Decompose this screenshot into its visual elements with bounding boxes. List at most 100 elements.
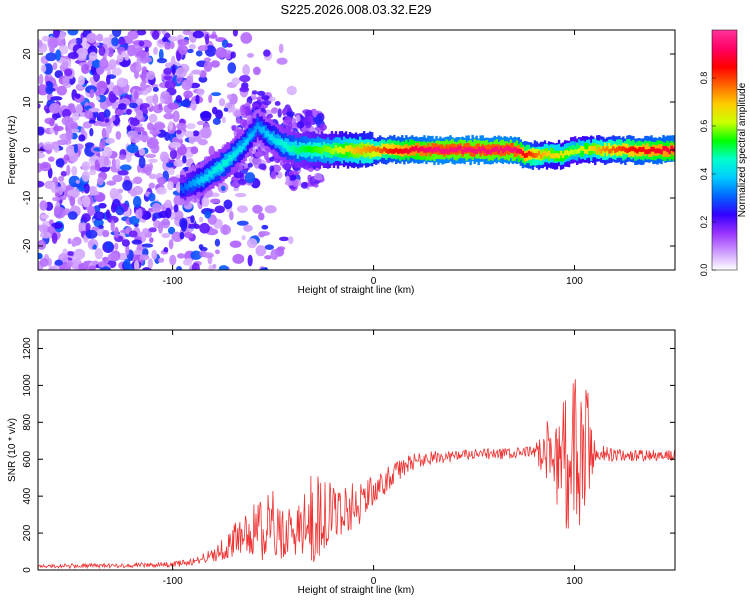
spectrogram-cell [403, 148, 406, 154]
spectrogram-cell [92, 244, 97, 250]
spectrogram-cell [114, 242, 119, 251]
spectrogram-cell [45, 52, 57, 62]
spectrogram-cell [244, 106, 251, 111]
spectrogram-cell [126, 143, 139, 154]
spectrogram-cell [45, 108, 50, 114]
spectrogram-cell [233, 172, 244, 179]
spectrogram-cell [232, 253, 245, 265]
spectrogram-cell [257, 212, 265, 221]
spectrogram-cell [121, 239, 130, 247]
spectrogram-cell [602, 146, 605, 157]
spectrogram-cell [81, 213, 91, 223]
spectrogram-cell [147, 258, 154, 269]
spectrogram-cell [449, 147, 452, 152]
spectrogram-cell [169, 41, 175, 50]
spectrogram-cell [168, 239, 174, 250]
spectrogram-cell [600, 148, 603, 154]
spectrogram-cell [99, 141, 104, 152]
spectrogram-cell [127, 44, 136, 57]
spectrogram-cell [278, 236, 290, 242]
spectrogram-cell [142, 228, 150, 234]
spectrogram-cell [344, 145, 348, 152]
spectrogram-cell [38, 39, 43, 48]
colorbar: 0.0 0.2 0.4 0.6 0.8 Normalized spectral ampl… [699, 29, 748, 276]
spectrogram-cell [618, 145, 621, 151]
spectrogram-cell [362, 145, 366, 152]
spectrogram-cell [122, 179, 133, 191]
spectrogram-cell [85, 229, 98, 239]
spectrogram-cell [167, 102, 180, 110]
spectrogram-cell [126, 109, 132, 115]
spectrogram-cell [82, 260, 90, 268]
y-tick-label: 400 [22, 487, 33, 504]
spectrogram-cell [397, 149, 400, 154]
spectrogram-cell [547, 150, 551, 156]
spectrogram-cell [56, 85, 68, 96]
spectrogram-cell [239, 164, 244, 171]
spectrogram-cell [218, 98, 226, 107]
spectrogram-cell [501, 148, 504, 154]
spectrogram-cell [229, 210, 234, 221]
spectrogram-cell [239, 74, 251, 83]
spectrogram-cell [146, 70, 156, 80]
spectrogram-cell [270, 248, 279, 261]
spectrogram-cell [666, 147, 669, 153]
spectrogram-cell [372, 146, 376, 157]
spectrogram-cell [101, 146, 113, 158]
spectrogram-cell [58, 30, 66, 40]
spectrogram-cell [188, 181, 191, 188]
spectrogram-cell [65, 129, 73, 141]
spectrogram-cell [179, 231, 185, 240]
spectrogram-cell [234, 192, 247, 198]
spectrogram-cell [326, 145, 330, 153]
spectrogram-cell [65, 144, 76, 157]
spectrogram-cell [368, 146, 372, 153]
spectrogram-cell [423, 147, 426, 153]
spectrogram-cell [91, 59, 101, 69]
spectrogram-x-ticks: -100 0 100 [163, 30, 583, 287]
spectrogram-cell [393, 148, 396, 154]
spectrogram-cell [305, 121, 312, 129]
spectrogram-cell [587, 146, 591, 152]
spectrogram-cell [67, 30, 79, 36]
spectrogram-cell [161, 232, 171, 239]
spectrogram-cell [592, 145, 595, 151]
spectrogram-cell [94, 248, 103, 260]
spectrogram-cell [288, 145, 291, 152]
spectrogram-cell [238, 145, 241, 153]
spectrogram-cell [421, 146, 424, 152]
spectrogram-cell [153, 46, 158, 55]
y-tick-label: 200 [22, 524, 33, 541]
spectrogram-cell [307, 166, 314, 173]
spectrogram-cell [93, 211, 105, 221]
spectrogram-cell [208, 145, 215, 157]
spectrogram-cell [200, 176, 203, 183]
spectrogram-cell [77, 75, 85, 86]
spectrogram-cell [229, 240, 242, 248]
spectrogram-cell [481, 146, 484, 152]
spectrogram-cell [138, 148, 146, 156]
spectrogram-cell [112, 174, 123, 183]
spectrogram-cell [203, 61, 213, 72]
spectrogram-cell [372, 146, 376, 152]
spectrogram-cell [220, 185, 226, 192]
spectrogram-cell [118, 154, 127, 160]
spectrogram-cell [328, 146, 332, 153]
spectrogram-cell [158, 103, 163, 111]
spectrogram-cell [302, 182, 308, 187]
spectrogram-cell [604, 147, 607, 153]
spectrogram-cell [239, 86, 250, 93]
spectrogram-cell [662, 146, 665, 158]
spectrogram-cell [157, 257, 165, 263]
spectrogram-cell [102, 256, 110, 263]
spectrogram-cell [204, 174, 207, 181]
spectrogram-cell [148, 113, 158, 123]
spectrogram-cell [48, 118, 55, 127]
spectrogram-cell [316, 146, 320, 153]
spectrogram-cell [125, 151, 132, 163]
spectrogram-cell [610, 148, 613, 154]
spectrogram-cell [614, 148, 617, 153]
spectrogram-cell [162, 36, 167, 43]
spectrogram-cell [38, 103, 41, 109]
spectrogram-cell [242, 64, 250, 76]
